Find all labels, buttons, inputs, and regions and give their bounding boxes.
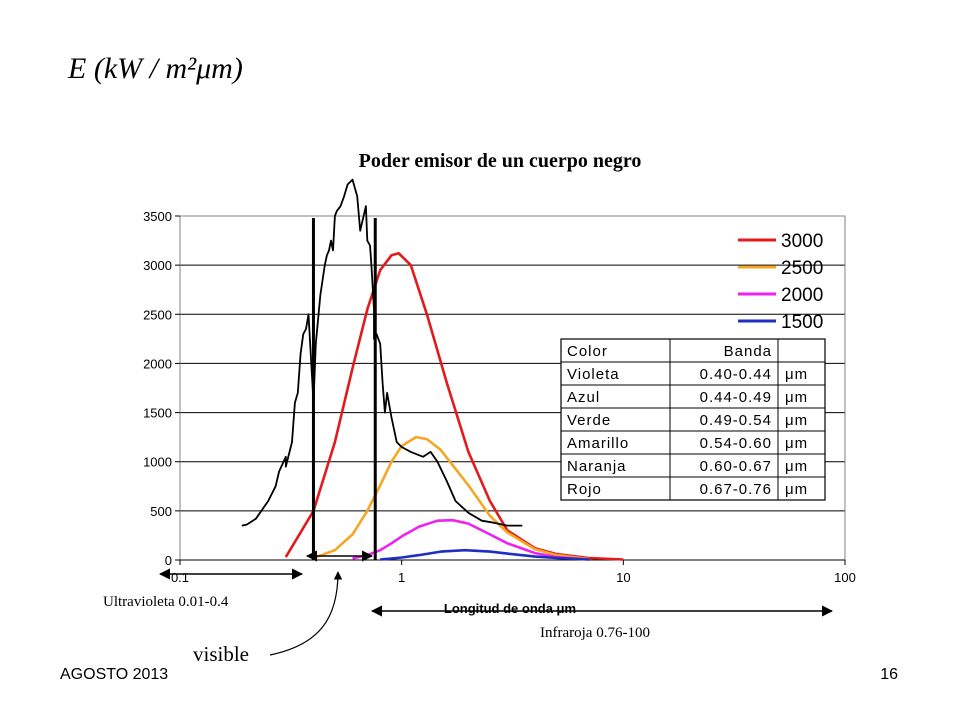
infrared-label: Infraroja 0.76-100 (540, 625, 650, 641)
table-cell-unit: μm (785, 458, 808, 475)
y-axis-unit-label: E (kW / m²μm) (68, 52, 243, 85)
x-tick-label: 1 (398, 570, 405, 585)
table-cell-band: 0.67-0.76 (700, 481, 772, 498)
table-cell-band: 0.44-0.49 (700, 389, 772, 406)
legend: 3000 2500 2000 1500 (738, 231, 823, 333)
table-cell-color: Rojo (567, 481, 602, 498)
table-cell-band: 0.40-0.44 (700, 366, 772, 383)
ultraviolet-label: Ultravioleta 0.01-0.4 (103, 594, 229, 610)
reference-lines (311, 218, 377, 560)
range-arrows (158, 550, 834, 656)
y-tick-label: 3000 (143, 258, 172, 273)
table-cell-color: Azul (567, 389, 600, 406)
legend-label: 3000 (781, 231, 823, 252)
color-band-table: Color Banda Violeta 0.40-0.44 μm Azul 0.44-0.4… (560, 338, 826, 501)
axes: 0 500 1000 1500 2000 2500 3000 3500 0.1 1 10 100 (143, 209, 856, 585)
page-number: 16 (880, 666, 898, 683)
table-cell-unit: μm (785, 481, 808, 498)
table-cell-color: Verde (567, 412, 611, 429)
series-lines (241, 178, 624, 561)
x-tick-label: 10 (616, 570, 630, 585)
table-cell-band: 0.49-0.54 (700, 412, 772, 429)
x-tick-label: 100 (834, 570, 856, 585)
table-header: Banda (724, 343, 772, 360)
y-tick-label: 1500 (143, 406, 172, 421)
x-tick-label: 0.1 (171, 570, 189, 585)
table-cell-color: Amarillo (567, 435, 629, 452)
visible-label: visible (193, 642, 249, 666)
table-cell-unit: μm (785, 366, 808, 383)
legend-label: 2000 (781, 285, 823, 306)
table-header: Color (567, 343, 608, 360)
y-tick-label: 3500 (143, 209, 172, 224)
table-cell-color: Naranja (567, 458, 627, 475)
y-tick-label: 500 (150, 504, 172, 519)
x-axis-title: Longitud de onda μm (443, 601, 577, 616)
solar-spectrum-line (241, 178, 523, 527)
table-cell-unit: μm (785, 389, 808, 406)
y-tick-label: 0 (165, 553, 172, 568)
y-tick-label: 2500 (143, 307, 172, 322)
table-cell-band: 0.54-0.60 (700, 435, 772, 452)
series-line-2000 (352, 518, 590, 561)
table-frame (560, 338, 826, 501)
table-cell-unit: μm (785, 435, 808, 452)
y-tick-label: 2000 (143, 356, 172, 371)
legend-label: 2500 (781, 258, 823, 279)
footer-date: AGOSTO 2013 (60, 666, 169, 683)
chart-title: Poder emisor de un cuerpo negro (358, 150, 642, 172)
y-tick-label: 1000 (143, 455, 172, 470)
table-cell-color: Violeta (567, 366, 620, 383)
table-cell-band: 0.60-0.67 (700, 458, 772, 475)
series-line-2500 (313, 435, 590, 561)
legend-label: 1500 (781, 312, 823, 333)
series-line-1500 (380, 548, 590, 561)
visible-pointer-arrow (269, 571, 343, 656)
table-cell-unit: μm (785, 412, 808, 429)
